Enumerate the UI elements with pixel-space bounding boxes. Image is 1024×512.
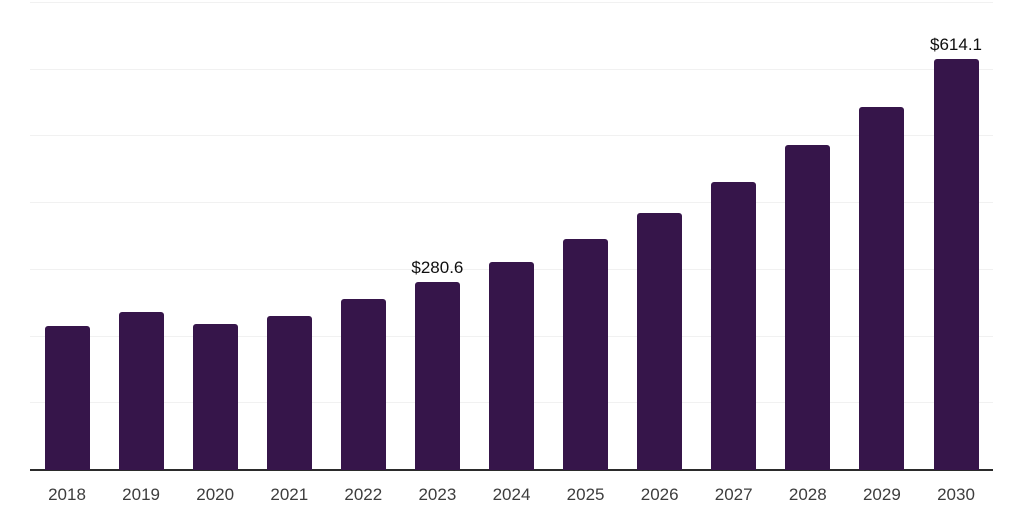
gridline-400	[30, 202, 993, 204]
bar-2018[interactable]	[44, 326, 90, 470]
bar-value-label-2023: $280.6	[411, 257, 464, 277]
x-tick-label-2025: 2025	[566, 485, 605, 504]
gridline-600	[30, 68, 993, 70]
bar-2023[interactable]	[414, 281, 460, 470]
bar-2029[interactable]	[859, 106, 905, 470]
x-tick-label-2027: 2027	[714, 485, 753, 504]
x-tick-label-2029: 2029	[862, 485, 901, 504]
bar-value-label-2030: $614.1	[930, 35, 982, 55]
x-tick-label-2030: 2030	[937, 485, 975, 504]
bar-2030[interactable]	[933, 59, 979, 470]
bar-2019[interactable]	[118, 312, 164, 470]
x-tick-label-2028: 2028	[788, 485, 827, 504]
bar-2022[interactable]	[340, 298, 386, 470]
bar-2028[interactable]	[785, 144, 831, 470]
x-tick-label-2020: 2020	[196, 485, 235, 504]
x-tick-label-2022: 2022	[344, 485, 383, 504]
bar-2021[interactable]	[266, 315, 312, 470]
x-axis-line	[30, 469, 993, 471]
bar-2024[interactable]	[489, 262, 534, 470]
x-tick-label-2026: 2026	[640, 485, 679, 504]
x-tick-label-2018: 2018	[48, 485, 86, 504]
x-tick-label-2024: 2024	[492, 485, 531, 504]
bar-2020[interactable]	[192, 323, 238, 470]
gridline-500	[30, 135, 993, 137]
x-tick-label-2021: 2021	[270, 485, 309, 504]
x-tick-label-2023: 2023	[418, 485, 457, 504]
bar-2026[interactable]	[637, 212, 683, 470]
x-tick-label-2019: 2019	[122, 485, 160, 504]
bar-2027[interactable]	[711, 182, 757, 470]
bar-2025[interactable]	[563, 238, 609, 470]
gridline-700	[30, 2, 993, 3]
